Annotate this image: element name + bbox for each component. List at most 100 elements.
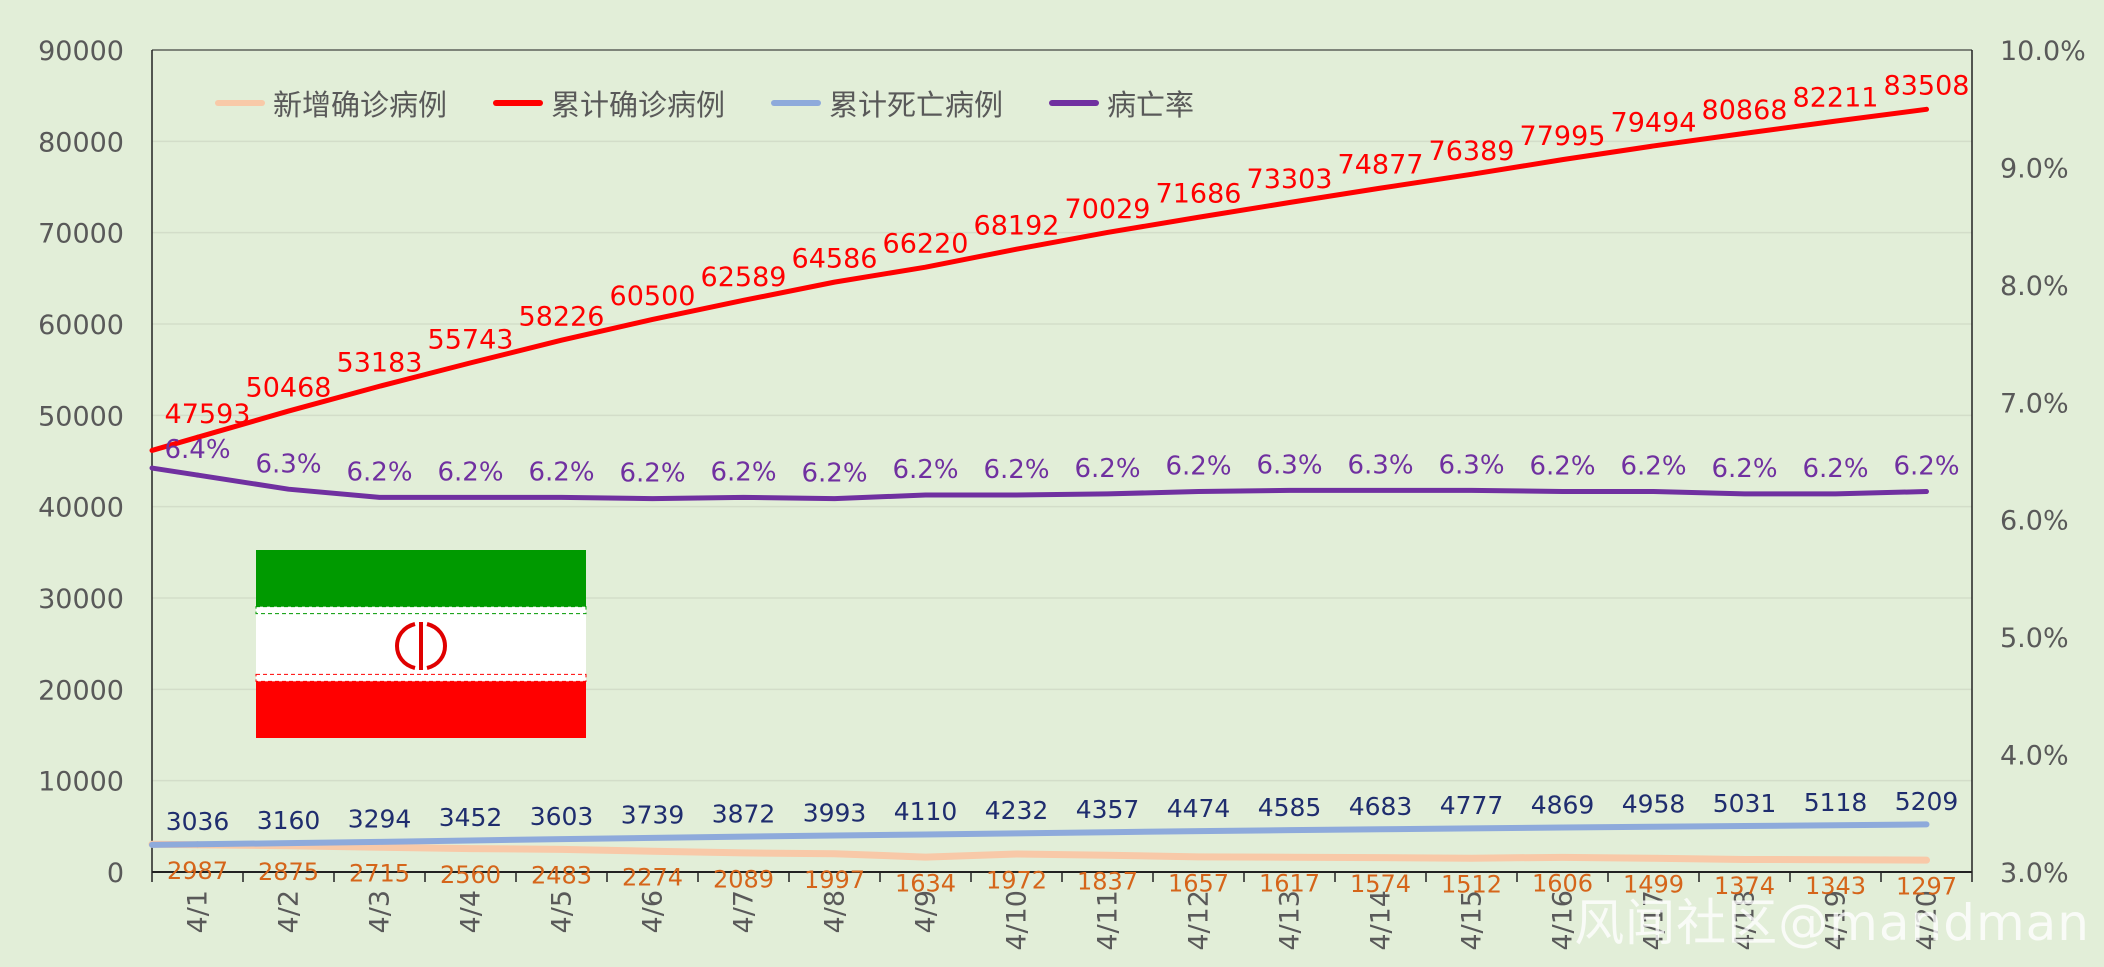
legend-item-total-deaths: 累计死亡病例 xyxy=(771,82,1003,124)
series-total-deaths-data-label: 4357 xyxy=(1076,795,1140,824)
x-tick-label: 4/2 xyxy=(274,890,305,933)
y-left-tick-label: 20000 xyxy=(38,675,124,706)
legend-item-total-cases: 累计确诊病例 xyxy=(493,82,725,124)
series-total-cases-data-label: 58226 xyxy=(519,302,605,333)
legend-swatch-fatality-rate xyxy=(1049,100,1100,106)
flag-stripe-green xyxy=(256,550,586,613)
y-right-tick-label: 3.0% xyxy=(2000,858,2069,889)
y-left-tick-label: 60000 xyxy=(38,310,124,341)
series-total-deaths-data-label: 3739 xyxy=(621,801,685,830)
y-left-tick-label: 50000 xyxy=(38,401,124,432)
series-new-cases-data-label: 1343 xyxy=(1805,872,1866,900)
series-total-cases-data-label: 73303 xyxy=(1247,164,1333,195)
series-new-cases-data-label: 1972 xyxy=(986,866,1047,894)
series-fatality-rate-data-label: 6.2% xyxy=(710,458,776,488)
series-fatality-rate-data-label: 6.2% xyxy=(346,458,412,488)
x-tick-label: 4/3 xyxy=(365,890,396,933)
series-total-deaths-data-label: 5118 xyxy=(1804,788,1868,817)
y-right-tick-label: 10.0% xyxy=(2000,36,2086,67)
series-fatality-rate-data-label: 6.2% xyxy=(1802,454,1868,484)
series-fatality-rate-data-label: 6.2% xyxy=(1711,454,1777,484)
x-tick-label: 4/13 xyxy=(1275,890,1306,951)
x-tick-label: 4/19 xyxy=(1821,890,1852,951)
series-fatality-rate-data-label: 6.2% xyxy=(1074,454,1140,484)
series-fatality-rate-data-label: 6.2% xyxy=(1893,452,1959,482)
x-tick-label: 4/1 xyxy=(183,890,214,933)
series-total-deaths-data-label: 4958 xyxy=(1622,789,1686,818)
series-fatality-rate-data-label: 6.2% xyxy=(801,459,867,489)
flag-border-top xyxy=(255,606,587,615)
y-left-tick-label: 30000 xyxy=(38,584,124,615)
series-fatality-rate-data-label: 6.3% xyxy=(1438,450,1504,480)
series-new-cases-data-label: 2560 xyxy=(440,861,501,889)
legend-item-fatality-rate: 病亡率 xyxy=(1049,82,1194,124)
x-tick-label: 4/4 xyxy=(456,890,487,933)
x-tick-label: 4/12 xyxy=(1184,890,1215,951)
x-tick-label: 4/7 xyxy=(729,890,760,933)
series-total-cases-data-label: 70029 xyxy=(1065,194,1151,225)
y-right-tick-label: 5.0% xyxy=(2000,623,2069,654)
y-left-tick-label: 80000 xyxy=(38,127,124,158)
x-tick-label: 4/16 xyxy=(1548,890,1579,951)
flag-emblem-left xyxy=(395,622,416,670)
series-new-cases-data-label: 1997 xyxy=(804,866,865,894)
x-tick-label: 4/17 xyxy=(1639,890,1670,951)
legend-swatch-total-deaths xyxy=(771,100,822,106)
series-total-cases-lead xyxy=(149,434,200,453)
series-new-cases-data-label: 1657 xyxy=(1168,869,1229,897)
series-total-cases-data-label: 76389 xyxy=(1429,136,1515,167)
series-fatality-rate-data-label: 6.3% xyxy=(255,449,321,479)
flag-stripe-red xyxy=(256,675,586,738)
series-total-deaths-lead xyxy=(149,841,201,848)
legend-label-new-cases: 新增确诊病例 xyxy=(273,88,448,122)
x-tick-label: 4/5 xyxy=(547,890,578,933)
legend-label-total-cases: 累计确诊病例 xyxy=(551,88,726,122)
series-new-cases-data-label: 1512 xyxy=(1441,871,1502,899)
series-total-cases-data-label: 77995 xyxy=(1520,121,1606,152)
series-total-cases-data-label: 82211 xyxy=(1793,83,1879,114)
series-total-cases-data-label: 74877 xyxy=(1338,150,1424,181)
series-total-deaths-data-label: 3160 xyxy=(257,806,321,835)
x-tick-label: 4/14 xyxy=(1366,890,1397,951)
series-fatality-rate-lead xyxy=(149,465,200,478)
series-fatality-rate-data-label: 6.2% xyxy=(619,459,685,489)
series-fatality-rate-data-label: 6.2% xyxy=(1165,452,1231,482)
legend: 新增确诊病例 累计确诊病例 累计死亡病例 病亡率 xyxy=(215,82,1194,124)
series-total-deaths-data-label: 4777 xyxy=(1440,791,1504,820)
x-tick-label: 4/9 xyxy=(911,890,942,933)
series-fatality-rate-data-label: 6.3% xyxy=(1347,450,1413,480)
x-tick-label: 4/15 xyxy=(1457,890,1488,951)
series-total-deaths-data-label: 4232 xyxy=(985,796,1049,825)
series-total-deaths-data-label: 4474 xyxy=(1167,794,1231,823)
series-fatality-rate-data-label: 6.2% xyxy=(1529,452,1595,482)
series-new-cases-data-label: 2483 xyxy=(531,862,592,890)
series-total-cases-data-label: 64586 xyxy=(792,244,878,275)
series-total-cases-data-label: 68192 xyxy=(974,211,1060,242)
series-total-deaths-data-label: 5031 xyxy=(1713,789,1777,818)
legend-swatch-new-cases xyxy=(215,100,265,106)
series-fatality-rate-data-label: 6.2% xyxy=(892,455,958,485)
series-new-cases-data-label: 2274 xyxy=(622,864,683,892)
series-total-cases-data-label: 71686 xyxy=(1156,179,1242,210)
series-total-deaths-data-label: 3603 xyxy=(530,802,594,831)
watermark: 风闻社区@mandman xyxy=(1574,894,2090,952)
series-new-cases-line xyxy=(194,841,1930,864)
series-total-deaths-data-label: 3036 xyxy=(166,807,230,836)
x-tick-label: 4/18 xyxy=(1730,890,1761,951)
y-right-tick-label: 9.0% xyxy=(2000,153,2069,184)
series-new-cases-data-label: 1297 xyxy=(1896,873,1957,901)
legend-swatch-total-cases xyxy=(493,100,544,106)
series-total-cases-line xyxy=(195,106,1929,440)
series-fatality-rate-line xyxy=(195,472,1929,502)
x-tick-label: 4/6 xyxy=(638,890,669,933)
series-total-deaths-data-label: 5209 xyxy=(1895,787,1959,816)
series-new-cases-data-label: 1374 xyxy=(1714,872,1775,900)
y-right-tick-label: 4.0% xyxy=(2000,741,2069,772)
x-tick-label: 4/20 xyxy=(1912,890,1943,951)
series-fatality-rate-data-label: 6.3% xyxy=(1256,450,1322,480)
series-new-cases-data-label: 1617 xyxy=(1259,870,1320,898)
series-total-deaths-data-label: 3452 xyxy=(439,803,503,832)
series-total-cases-data-label: 83508 xyxy=(1884,71,1970,102)
series-total-cases-data-label: 80868 xyxy=(1702,95,1788,126)
